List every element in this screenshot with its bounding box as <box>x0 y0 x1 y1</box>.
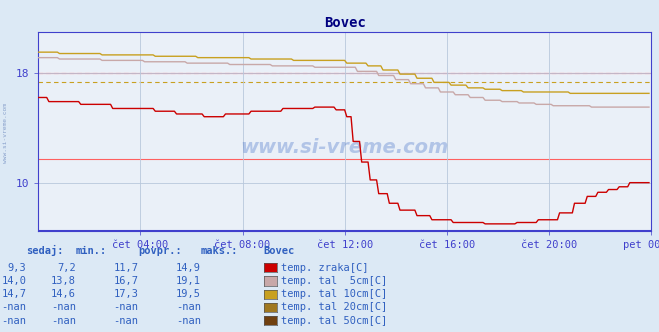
Text: -nan: -nan <box>176 302 201 312</box>
Text: 9,3: 9,3 <box>8 263 26 273</box>
Text: -nan: -nan <box>51 316 76 326</box>
Text: 17,3: 17,3 <box>113 289 138 299</box>
Text: www.si-vreme.com: www.si-vreme.com <box>241 137 449 157</box>
Text: sedaj:: sedaj: <box>26 245 64 256</box>
Text: povpr.:: povpr.: <box>138 246 182 256</box>
Text: temp. zraka[C]: temp. zraka[C] <box>281 263 369 273</box>
Text: temp. tal 10cm[C]: temp. tal 10cm[C] <box>281 289 387 299</box>
Text: temp. tal 20cm[C]: temp. tal 20cm[C] <box>281 302 387 312</box>
Text: 11,7: 11,7 <box>113 263 138 273</box>
Text: 14,7: 14,7 <box>1 289 26 299</box>
Text: -nan: -nan <box>1 316 26 326</box>
Text: -nan: -nan <box>1 302 26 312</box>
Text: 19,5: 19,5 <box>176 289 201 299</box>
Text: 14,9: 14,9 <box>176 263 201 273</box>
Text: www.si-vreme.com: www.si-vreme.com <box>3 103 8 163</box>
Text: Bovec: Bovec <box>264 246 295 256</box>
Text: 7,2: 7,2 <box>57 263 76 273</box>
Text: 13,8: 13,8 <box>51 276 76 286</box>
Text: -nan: -nan <box>113 302 138 312</box>
Text: 16,7: 16,7 <box>113 276 138 286</box>
Text: 14,0: 14,0 <box>1 276 26 286</box>
Text: -nan: -nan <box>51 302 76 312</box>
Text: 14,6: 14,6 <box>51 289 76 299</box>
Text: temp. tal  5cm[C]: temp. tal 5cm[C] <box>281 276 387 286</box>
Text: 19,1: 19,1 <box>176 276 201 286</box>
Text: min.:: min.: <box>76 246 107 256</box>
Text: -nan: -nan <box>113 316 138 326</box>
Title: Bovec: Bovec <box>324 16 366 30</box>
Text: maks.:: maks.: <box>201 246 239 256</box>
Text: temp. tal 50cm[C]: temp. tal 50cm[C] <box>281 316 387 326</box>
Text: -nan: -nan <box>176 316 201 326</box>
